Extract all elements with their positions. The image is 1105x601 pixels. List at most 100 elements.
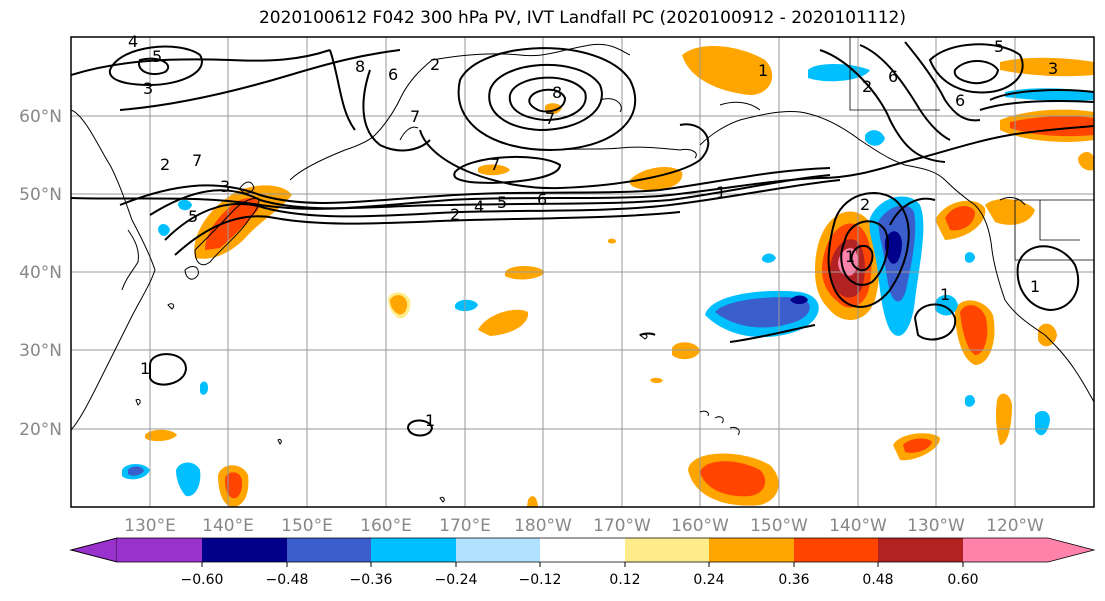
contour-label: 7 <box>410 107 420 126</box>
anomaly-positive <box>945 206 975 231</box>
colorbar-segment <box>794 538 878 562</box>
colorbar-segment <box>878 538 963 562</box>
colorbar-segment <box>202 538 287 562</box>
anomaly-positive <box>478 309 529 336</box>
anomaly-positive <box>996 393 1012 445</box>
anomaly-negative <box>128 466 144 476</box>
contour-label: 2 <box>862 77 872 96</box>
colorbar-min-extension <box>69 537 118 563</box>
anomaly-negative <box>790 295 808 305</box>
contour-label: 1 <box>758 61 768 80</box>
anomaly-positive <box>225 472 243 499</box>
anomaly-negative <box>176 462 201 497</box>
anomaly-negative <box>158 224 170 236</box>
anomaly-positive <box>650 377 663 384</box>
anomaly-positive <box>682 45 773 95</box>
contour-label: 3 <box>1048 59 1058 78</box>
contour-label: 6 <box>955 91 965 110</box>
lat-label: 50°N <box>19 185 62 205</box>
political-borders <box>849 37 1094 261</box>
contour-label: 4 <box>474 197 484 216</box>
lon-label: 170°W <box>593 516 651 536</box>
coastlines <box>71 43 1094 503</box>
anomaly-positive <box>672 342 700 360</box>
contour-label: 2 <box>450 205 460 224</box>
contour-label: 5 <box>497 193 507 212</box>
contour-label: 6 <box>537 190 547 209</box>
contour-label: 7 <box>545 109 555 128</box>
lon-label: 140°E <box>202 516 254 536</box>
lon-label: 130°E <box>124 516 176 536</box>
lon-label: 160°E <box>360 516 412 536</box>
contour-label: 8 <box>552 83 562 102</box>
contour-label: 2 <box>860 195 870 214</box>
contour-label: 5 <box>188 207 198 226</box>
colorbar-segment <box>709 538 794 562</box>
anomaly-negative <box>178 199 192 211</box>
anomaly-positive <box>145 429 177 442</box>
anomaly-negative <box>935 294 958 316</box>
contour-label: 1 <box>425 411 435 430</box>
colorbar-segment <box>456 538 540 562</box>
contour-label: 3 <box>220 177 230 196</box>
colorbar-segment <box>371 538 456 562</box>
anomaly-positive <box>478 164 510 176</box>
lat-label: 60°N <box>19 107 62 127</box>
lon-label: 150°E <box>281 516 333 536</box>
lon-label: 170°E <box>439 516 491 536</box>
colorbar-tick-label: 0.36 <box>778 572 809 588</box>
anomaly-positive <box>505 266 545 280</box>
contour-label: 4 <box>128 32 138 51</box>
anomaly-positive <box>985 198 1035 225</box>
anomaly-negative <box>200 381 208 395</box>
map-frame <box>70 36 1095 508</box>
anomaly-negative <box>715 297 810 328</box>
contour-label: 5 <box>994 37 1004 56</box>
colorbar-segment <box>625 538 709 562</box>
contour-label: 2 <box>160 155 170 174</box>
anomaly-positive <box>205 198 260 250</box>
colorbar-tick-label: −0.60 <box>181 572 224 588</box>
anomaly-positive <box>903 438 932 453</box>
lon-label: 150°W <box>750 516 808 536</box>
colorbar-tick-label: −0.12 <box>519 572 562 588</box>
contour-label: 7 <box>490 155 500 174</box>
lon-label: 180°W <box>514 516 572 536</box>
anomaly-negative <box>455 299 478 312</box>
contour-label: 1 <box>140 359 150 378</box>
anomaly-positive <box>1078 152 1094 171</box>
contour-label: 1 <box>940 285 950 304</box>
contour-label: 6 <box>388 65 398 84</box>
colorbar-tick-label: −0.24 <box>435 572 478 588</box>
contour-label: 6 <box>888 67 898 86</box>
anomaly-negative <box>762 253 776 263</box>
colorbar: −0.60 −0.48 −0.36 −0.24 −0.12 0.12 0.24 … <box>69 537 1096 588</box>
anomaly-negative <box>965 252 975 263</box>
colorbar-ticks <box>201 562 964 567</box>
contour-label: 8 <box>355 57 365 76</box>
lon-label: 130°W <box>907 516 965 536</box>
anomaly-positive <box>608 238 616 244</box>
map-title: 2020100612 F042 300 hPa PV, IVT Landfall… <box>258 8 906 28</box>
latitude-labels: 60°N 50°N 40°N 30°N 20°N <box>19 107 62 440</box>
lon-label: 160°W <box>671 516 729 536</box>
lat-label: 30°N <box>19 341 62 361</box>
colorbar-tick-label: 0.60 <box>947 572 978 588</box>
contour-label: 7 <box>192 151 202 170</box>
colorbar-outline <box>69 537 1096 563</box>
pv-contours <box>71 41 1094 437</box>
colorbar-tick-label: 0.24 <box>693 572 724 588</box>
colorbar-segment <box>117 538 202 562</box>
contour-labels: 4 5 3 8 6 2 7 8 7 2 7 3 5 2 4 5 6 7 1 1 … <box>128 32 1058 430</box>
contour-label: 1 <box>1030 277 1040 296</box>
anomaly-negative <box>884 231 902 264</box>
colorbar-tick-label: −0.36 <box>350 572 393 588</box>
contour-label: 3 <box>143 79 153 98</box>
anomaly-negative <box>865 130 885 146</box>
anomaly-negative <box>965 394 975 407</box>
anomaly-positive <box>527 496 538 507</box>
lat-label: 20°N <box>19 420 62 440</box>
contour-label: 2 <box>430 55 440 74</box>
contour-label: 1 <box>716 183 726 202</box>
